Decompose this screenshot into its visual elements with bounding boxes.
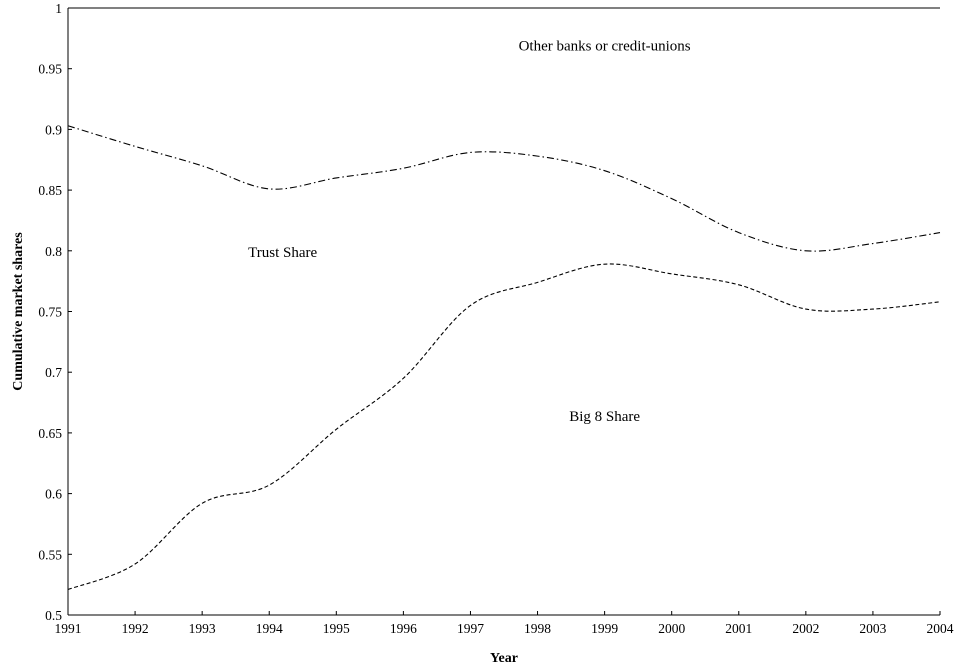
x-tick-label: 1995 xyxy=(323,621,350,636)
x-tick-label: 1992 xyxy=(122,621,149,636)
x-tick-label: 2000 xyxy=(658,621,685,636)
y-tick-label: 0.65 xyxy=(38,426,62,441)
region-label-trust: Trust Share xyxy=(248,245,317,261)
y-tick-label: 1 xyxy=(55,1,62,16)
y-tick-label: 0.95 xyxy=(38,62,62,77)
x-tick-label: 1993 xyxy=(189,621,216,636)
region-label-big8: Big 8 Share xyxy=(569,409,640,425)
series-line-big8_cumulative xyxy=(67,263,941,591)
series-layer xyxy=(67,7,941,591)
x-tick-label: 1991 xyxy=(55,621,82,636)
y-axis-title: Cumulative market shares xyxy=(11,232,26,391)
y-tick-label: 0.55 xyxy=(38,547,62,562)
y-tick-label: 0.85 xyxy=(38,183,62,198)
x-tick-label: 1997 xyxy=(457,621,484,636)
x-tick-label: 2004 xyxy=(927,621,954,636)
y-tick-label: 0.8 xyxy=(45,244,62,259)
series-line-trust_cumulative xyxy=(67,125,941,252)
x-tick-label: 1999 xyxy=(591,621,618,636)
x-tick-label: 1998 xyxy=(524,621,551,636)
y-tick-label: 0.6 xyxy=(45,487,62,502)
x-tick-label: 2002 xyxy=(792,621,819,636)
y-tick-label: 0.5 xyxy=(45,608,62,623)
y-tick-label: 0.9 xyxy=(45,122,62,137)
annotation-layer: Other banks or credit-unions Trust Share B… xyxy=(248,38,691,424)
x-tick-label: 1994 xyxy=(256,621,283,636)
region-label-other: Other banks or credit-unions xyxy=(519,38,691,54)
y-tick-label: 0.75 xyxy=(38,305,62,320)
x-tick-label: 2001 xyxy=(725,621,752,636)
axes: 0.5 0.55 0.6 0.65 0.7 0.75 0.8 0.85 0.9 0.95 1 1991… xyxy=(38,1,953,636)
x-tick-label: 1996 xyxy=(390,621,417,636)
x-axis-title: Year xyxy=(490,651,518,666)
x-tick-label: 2003 xyxy=(859,621,886,636)
y-tick-label: 0.7 xyxy=(45,365,62,380)
